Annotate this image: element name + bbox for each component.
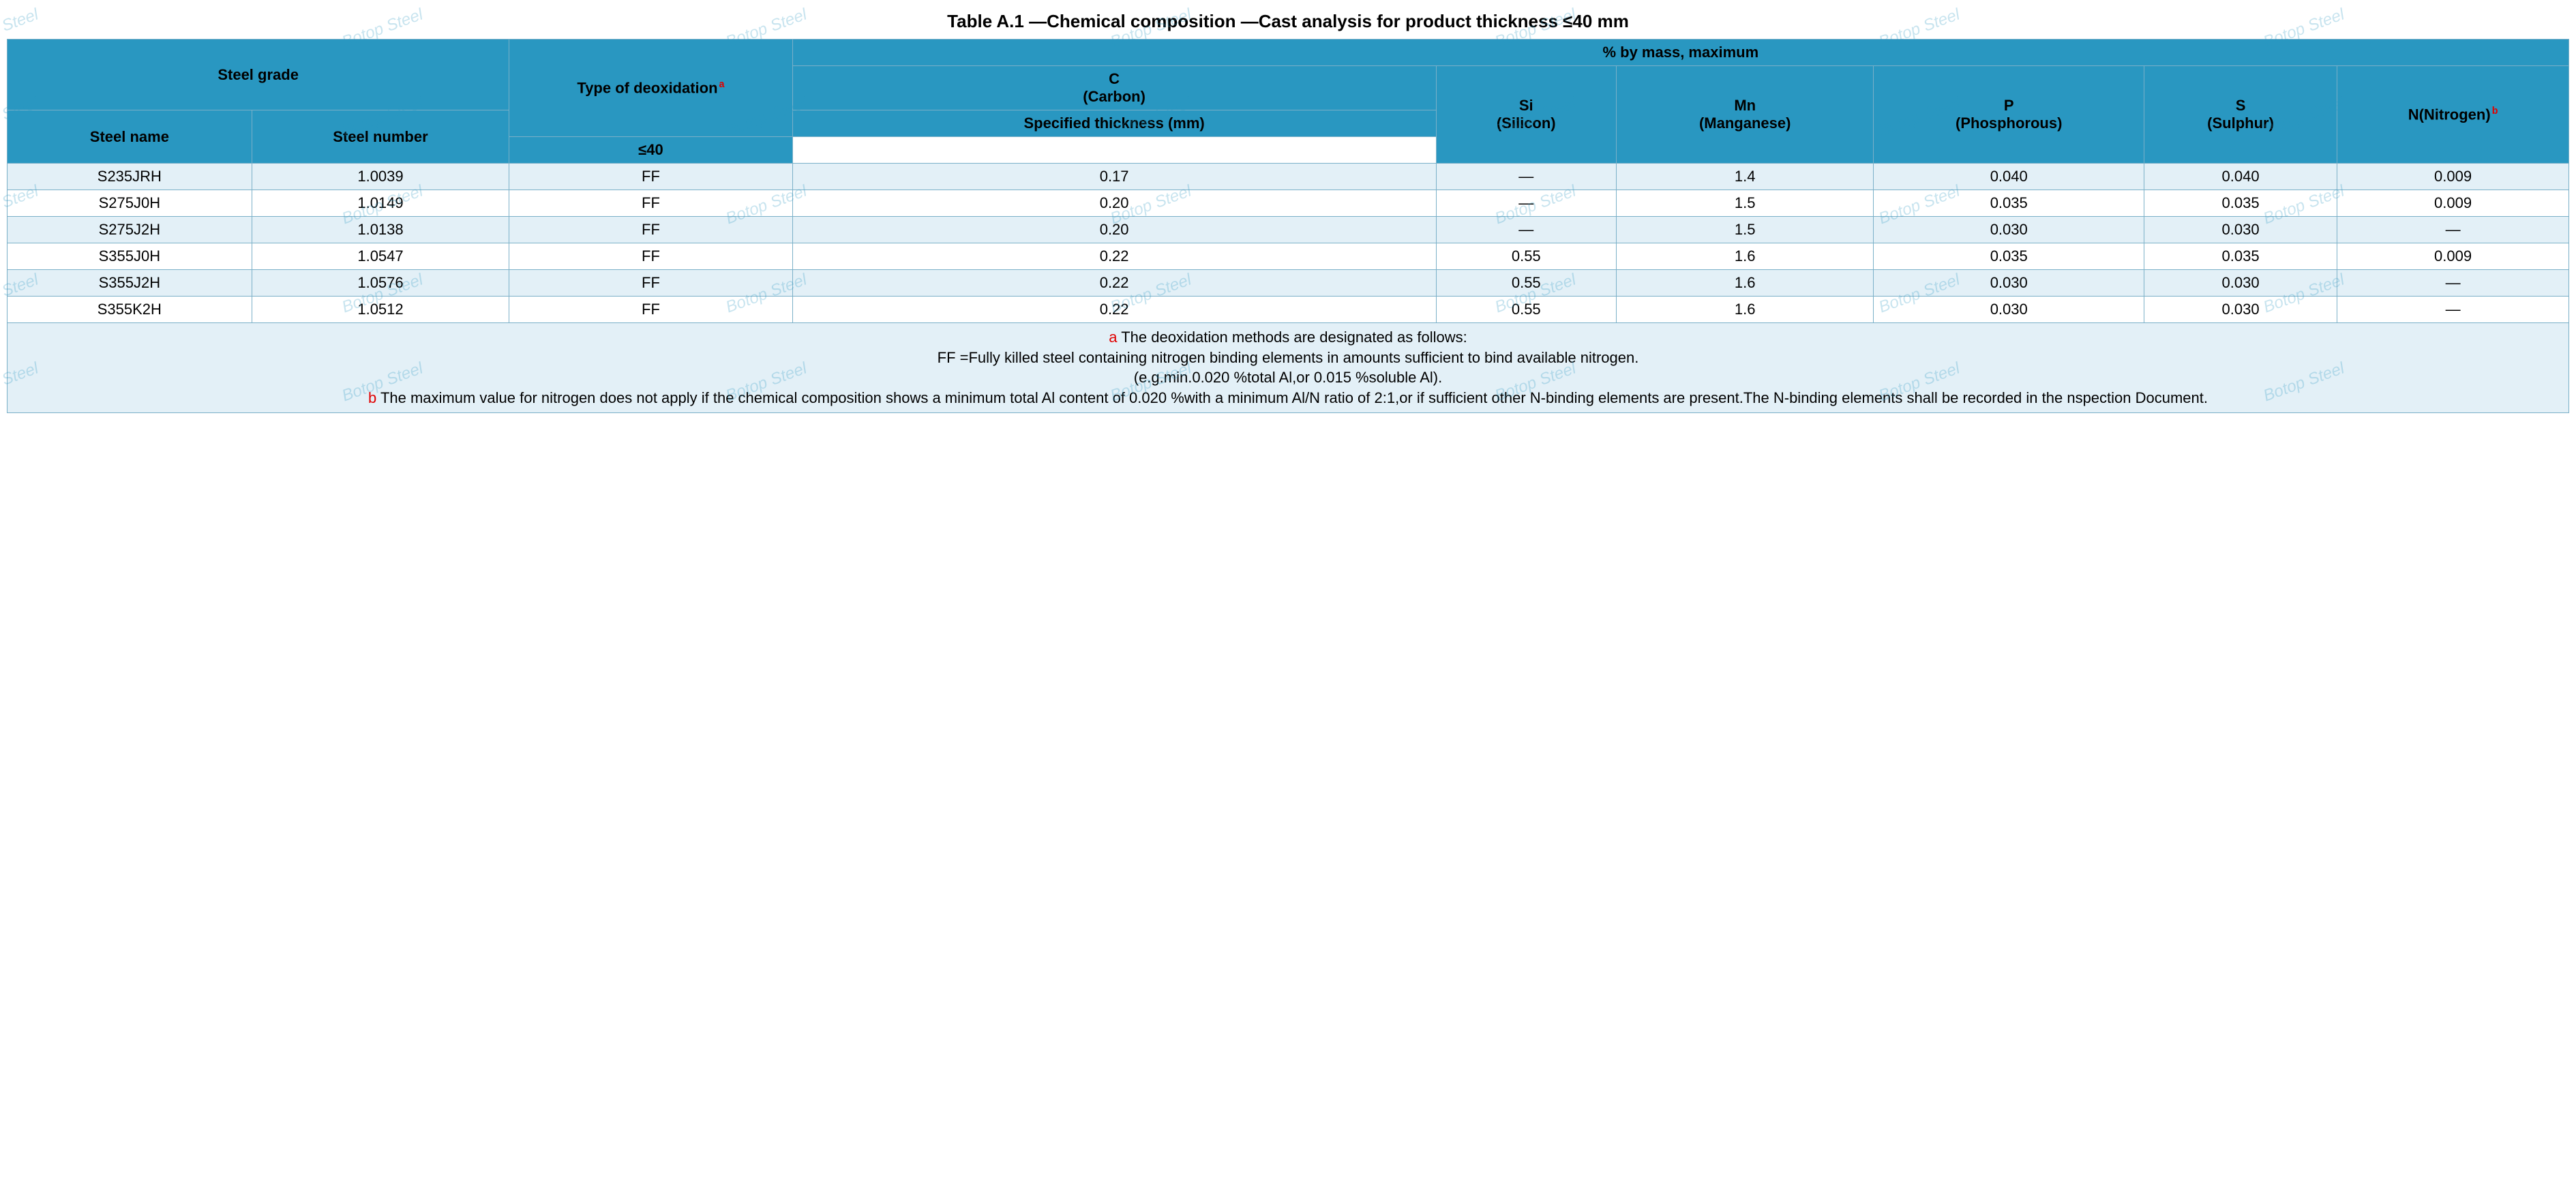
cell-s: 0.030 [2144,297,2337,323]
hdr-steel-name: Steel name [8,110,252,164]
cell-n: — [2337,297,2569,323]
cell-n: — [2337,270,2569,297]
cell-s: 0.030 [2144,217,2337,243]
hdr-le40: ≤40 [509,137,792,164]
hdr-n: N(Nitrogen)b [2337,66,2569,164]
cell-n: 0.009 [2337,164,2569,190]
cell-name: S235JRH [8,164,252,190]
cell-deox: FF [509,164,792,190]
table-row: S235JRH1.0039FF0.17—1.40.0400.0400.009 [8,164,2569,190]
cell-name: S355J0H [8,243,252,270]
cell-name: S275J2H [8,217,252,243]
hdr-type-deox: Type of deoxidationa [509,40,792,137]
hdr-mn: Mn (Manganese) [1616,66,1874,164]
hdr-n-text: N(Nitrogen) [2408,106,2491,123]
cell-p: 0.030 [1874,217,2144,243]
cell-si: — [1436,164,1616,190]
cell-name: S275J0H [8,190,252,217]
cell-mn: 1.6 [1616,297,1874,323]
cell-n: 0.009 [2337,243,2569,270]
hdr-p: P (Phosphorous) [1874,66,2144,164]
cell-s: 0.030 [2144,270,2337,297]
cell-deox: FF [509,217,792,243]
cell-s: 0.035 [2144,190,2337,217]
cell-n: 0.009 [2337,190,2569,217]
cell-mn: 1.6 [1616,270,1874,297]
table-row: S275J0H1.0149FF0.20—1.50.0350.0350.009 [8,190,2569,217]
cell-deox: FF [509,190,792,217]
cell-c: 0.22 [792,270,1436,297]
table-row: S355J0H1.0547FF0.220.551.60.0350.0350.00… [8,243,2569,270]
footnote-b-label: b [368,389,376,406]
cell-p: 0.040 [1874,164,2144,190]
cell-mn: 1.5 [1616,190,1874,217]
cell-num: 1.0512 [252,297,509,323]
cell-p: 0.035 [1874,243,2144,270]
cell-num: 1.0576 [252,270,509,297]
footnote-a-label: a [1109,329,1117,346]
hdr-mass-max: % by mass, maximum [792,40,2568,66]
cell-num: 1.0149 [252,190,509,217]
cell-deox: FF [509,297,792,323]
footnote-a-line3: (e.g.min.0.020 %total Al,or 0.015 %solub… [1134,369,1442,386]
cell-si: — [1436,190,1616,217]
cell-si: 0.55 [1436,270,1616,297]
cell-si: 0.55 [1436,243,1616,270]
hdr-si: Si (Silicon) [1436,66,1616,164]
footnote-b-sup-icon: b [2492,106,2498,117]
footnote-b-text: The maximum value for nitrogen does not … [376,389,2208,406]
footnote-a-line2: FF =Fully killed steel containing nitrog… [938,349,1639,366]
cell-c: 0.20 [792,217,1436,243]
cell-p: 0.030 [1874,270,2144,297]
cell-num: 1.0039 [252,164,509,190]
cell-mn: 1.5 [1616,217,1874,243]
cell-c: 0.22 [792,243,1436,270]
footnote-a-sup-icon: a [719,79,725,90]
hdr-carbon: C (Carbon) [792,66,1436,110]
cell-si: — [1436,217,1616,243]
cell-mn: 1.6 [1616,243,1874,270]
table-title: Table A.1 —Chemical composition —Cast an… [7,11,2569,32]
composition-table: Steel grade Type of deoxidationa % by ma… [7,39,2569,413]
footnotes: a The deoxidation methods are designated… [8,323,2569,413]
cell-si: 0.55 [1436,297,1616,323]
cell-c: 0.20 [792,190,1436,217]
hdr-steel-grade: Steel grade [8,40,509,110]
cell-n: — [2337,217,2569,243]
hdr-type-deox-text: Type of deoxidation [577,79,717,96]
cell-p: 0.035 [1874,190,2144,217]
cell-name: S355K2H [8,297,252,323]
cell-s: 0.040 [2144,164,2337,190]
table-row: S275J2H1.0138FF0.20—1.50.0300.030— [8,217,2569,243]
cell-c: 0.22 [792,297,1436,323]
cell-p: 0.030 [1874,297,2144,323]
table-row: S355K2H1.0512FF0.220.551.60.0300.030— [8,297,2569,323]
cell-num: 1.0138 [252,217,509,243]
table-row: S355J2H1.0576FF0.220.551.60.0300.030— [8,270,2569,297]
hdr-steel-number: Steel number [252,110,509,164]
cell-s: 0.035 [2144,243,2337,270]
cell-deox: FF [509,243,792,270]
cell-num: 1.0547 [252,243,509,270]
hdr-s: S (Sulphur) [2144,66,2337,164]
cell-name: S355J2H [8,270,252,297]
hdr-spec-thickness: Specified thickness (mm) [792,110,1436,137]
cell-mn: 1.4 [1616,164,1874,190]
footnote-a-text: The deoxidation methods are designated a… [1117,329,1467,346]
cell-c: 0.17 [792,164,1436,190]
cell-deox: FF [509,270,792,297]
